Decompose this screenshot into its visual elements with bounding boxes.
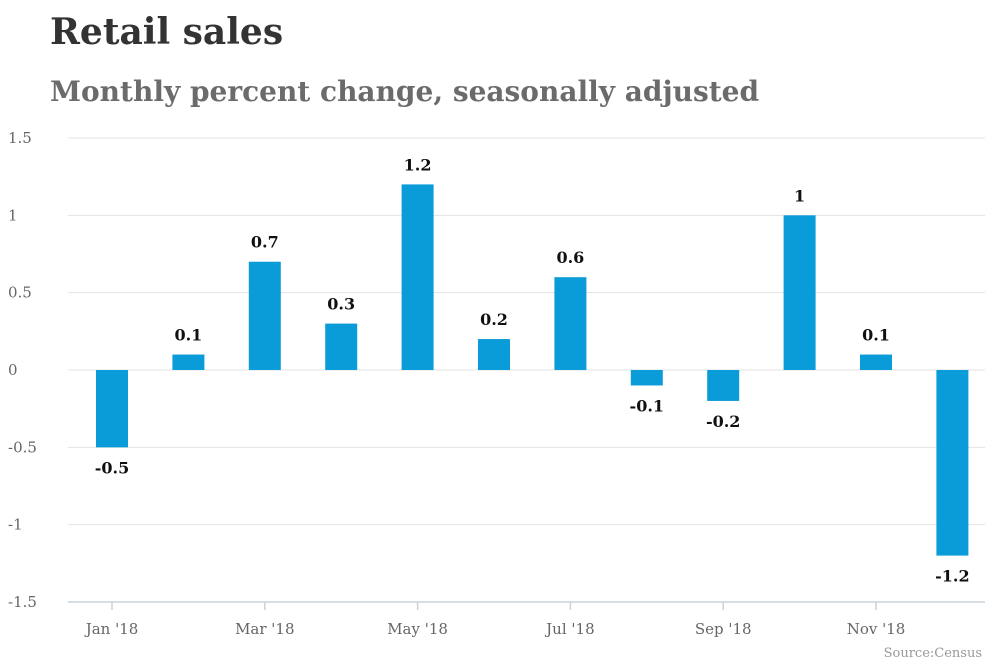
y-tick-label: 0.5 bbox=[8, 284, 32, 302]
bar-sep-18 bbox=[707, 370, 740, 401]
x-tick-label: Nov '18 bbox=[847, 620, 906, 638]
source-note: Source:Census bbox=[883, 646, 982, 661]
y-tick-label: 0 bbox=[8, 361, 18, 379]
bar-aug-18 bbox=[630, 370, 663, 386]
y-tick-label: 1 bbox=[8, 206, 18, 224]
bar-nov-18 bbox=[860, 354, 892, 370]
data-label: 1.2 bbox=[404, 155, 432, 174]
bar-jun-18 bbox=[478, 339, 510, 370]
y-tick-label: -1 bbox=[8, 516, 23, 534]
bar-jul-18 bbox=[554, 277, 587, 370]
y-axis-ticks: 1.5 1 0.5 0 -0.5 -1 -1.5 bbox=[8, 129, 37, 611]
data-label: 0.1 bbox=[862, 326, 890, 345]
y-tick-label: -0.5 bbox=[8, 438, 37, 456]
bar-dec-18 bbox=[936, 370, 969, 556]
bar-feb-18 bbox=[172, 354, 205, 370]
bar-oct-18 bbox=[783, 215, 816, 370]
chart-subtitle: Monthly percent change, seasonally adjus… bbox=[50, 75, 760, 108]
x-axis: Jan '18 Mar '18 May '18 Jul '18 Sep '18 Nov '… bbox=[68, 601, 985, 638]
bar-may-18 bbox=[401, 184, 434, 370]
data-label: -1.2 bbox=[935, 567, 969, 586]
gridlines bbox=[68, 137, 985, 526]
bar-mar-18 bbox=[248, 261, 281, 370]
data-labels: -0.5 0.1 0.7 0.3 1.2 0.2 0.6 -0.1 -0.2 1 0.1 -1.2 bbox=[95, 155, 970, 585]
data-label: 0.3 bbox=[327, 295, 355, 314]
x-tick-label: Jan '18 bbox=[84, 620, 139, 638]
data-label: -0.5 bbox=[95, 458, 129, 477]
data-label: 0.2 bbox=[480, 310, 508, 329]
x-tick-label: Jul '18 bbox=[544, 620, 594, 638]
y-tick-label: 1.5 bbox=[8, 129, 32, 147]
x-tick-label: May '18 bbox=[387, 620, 448, 638]
x-tick-label: Mar '18 bbox=[235, 620, 294, 638]
bar-jan-18 bbox=[96, 370, 128, 448]
data-label: 1 bbox=[794, 186, 805, 205]
data-label: 0.6 bbox=[556, 248, 584, 267]
x-tick-label: Sep '18 bbox=[695, 620, 752, 638]
data-label: -0.1 bbox=[630, 396, 664, 415]
chart-title: Retail sales bbox=[50, 11, 284, 53]
data-label: 0.1 bbox=[174, 326, 202, 345]
y-tick-label: -1.5 bbox=[8, 593, 37, 611]
bar-apr-18 bbox=[325, 323, 358, 370]
bars bbox=[96, 184, 969, 556]
data-label: -0.2 bbox=[706, 412, 740, 431]
data-label: 0.7 bbox=[251, 233, 279, 252]
